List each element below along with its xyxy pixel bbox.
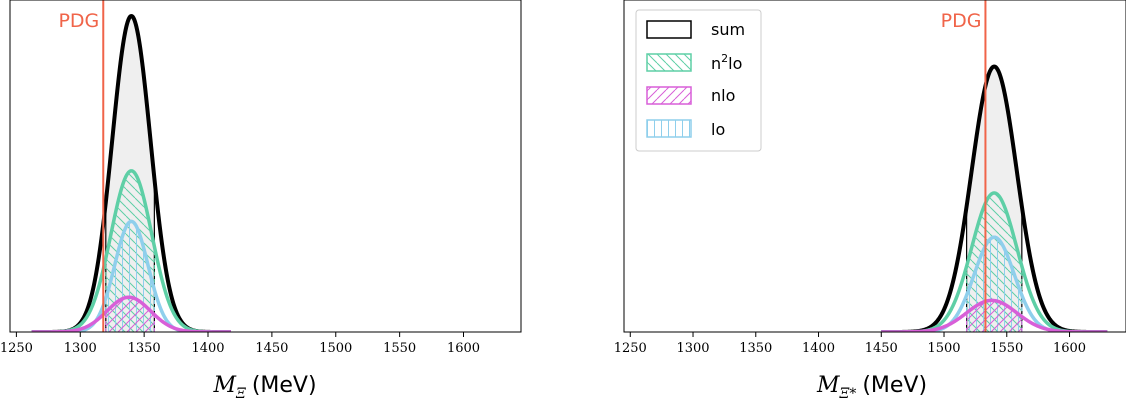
- legend-swatch-sum: [646, 20, 692, 39]
- x-axis-unit-left: (MeV): [252, 373, 317, 398]
- interval-fill-nlo-left: [105, 297, 155, 332]
- x-tick-label-1450-right: 1450: [865, 341, 898, 356]
- x-tick-label-1350-right: 1350: [739, 341, 772, 356]
- legend-label-n2lo-suffix: lo: [728, 54, 742, 73]
- panel-left: PDG 1250 1300 1350 1400 1450 1500 1550 1600 MΞ (…: [0, 0, 522, 399]
- axes-frame-left: [9, 0, 522, 333]
- x-axis-unit-right: (MeV): [862, 373, 927, 398]
- legend-swatch-nlo: [646, 86, 692, 105]
- legend-swatch-n2lo: [646, 53, 692, 72]
- x-tick-label-1400-right: 1400: [802, 341, 835, 356]
- legend-entry-sum: sum: [646, 20, 745, 39]
- density-curves-right: [879, 64, 1109, 332]
- x-tick-label-1550-left: 1550: [383, 341, 416, 356]
- legend: sum n2lo nlo lo: [635, 9, 762, 152]
- x-tick-label-1250-left: 1250: [0, 341, 33, 356]
- legend-label-sum: sum: [711, 20, 745, 39]
- legend-label-n2lo-sup: 2: [721, 52, 728, 65]
- x-axis-symbol-right: M: [816, 373, 840, 398]
- pdg-label-left: PDG: [58, 10, 99, 32]
- legend-swatch-lo: [646, 119, 692, 138]
- legend-frame: [635, 9, 762, 152]
- x-tick-label-1500-left: 1500: [319, 341, 352, 356]
- x-tick-label-1250-right: 1250: [614, 341, 647, 356]
- x-axis-symbol-left: M: [212, 373, 236, 398]
- legend-entry-nlo: nlo: [646, 86, 735, 105]
- legend-label-n2lo: n2lo: [711, 52, 742, 73]
- x-tick-label-1300-right: 1300: [676, 341, 709, 356]
- x-tick-label-1600-left: 1600: [447, 341, 480, 356]
- x-axis-subscript-left: Ξ: [235, 386, 246, 399]
- x-axis-title-left: MΞ (MeV): [212, 373, 316, 399]
- x-tick-label-1550-right: 1550: [990, 341, 1023, 356]
- plot-area-right: PDG: [879, 0, 1109, 332]
- x-tick-label-1600-right: 1600: [1053, 341, 1086, 356]
- density-curves-left: [30, 14, 233, 332]
- x-axis-subscript-right: Ξ*: [838, 386, 856, 399]
- x-axis-title-right: MΞ* (MeV): [816, 373, 927, 399]
- legend-label-lo: lo: [711, 120, 725, 139]
- x-tick-label-1450-left: 1450: [255, 341, 288, 356]
- panel-right: PDG 1250 1300 1350 1400 1450 1500 1550 1600 MΞ*…: [614, 0, 1126, 399]
- legend-label-nlo: nlo: [711, 86, 735, 105]
- legend-entry-lo: lo: [646, 119, 725, 139]
- axes-frame-right: [623, 0, 1126, 333]
- x-tick-label-1300-left: 1300: [64, 341, 97, 356]
- legend-entry-n2lo: n2lo: [646, 52, 742, 73]
- plot-area-left: PDG: [30, 0, 233, 332]
- legend-label-n2lo-base: n: [711, 54, 721, 73]
- x-ticks-right: 1250 1300 1350 1400 1450 1500 1550 1600: [614, 332, 1086, 356]
- x-tick-label-1350-left: 1350: [128, 341, 161, 356]
- x-tick-label-1400-left: 1400: [191, 341, 224, 356]
- x-ticks-left: 1250 1300 1350 1400 1450 1500 1550 1600: [0, 332, 480, 356]
- pdg-label-right: PDG: [941, 10, 982, 32]
- x-tick-label-1500-right: 1500: [927, 341, 960, 356]
